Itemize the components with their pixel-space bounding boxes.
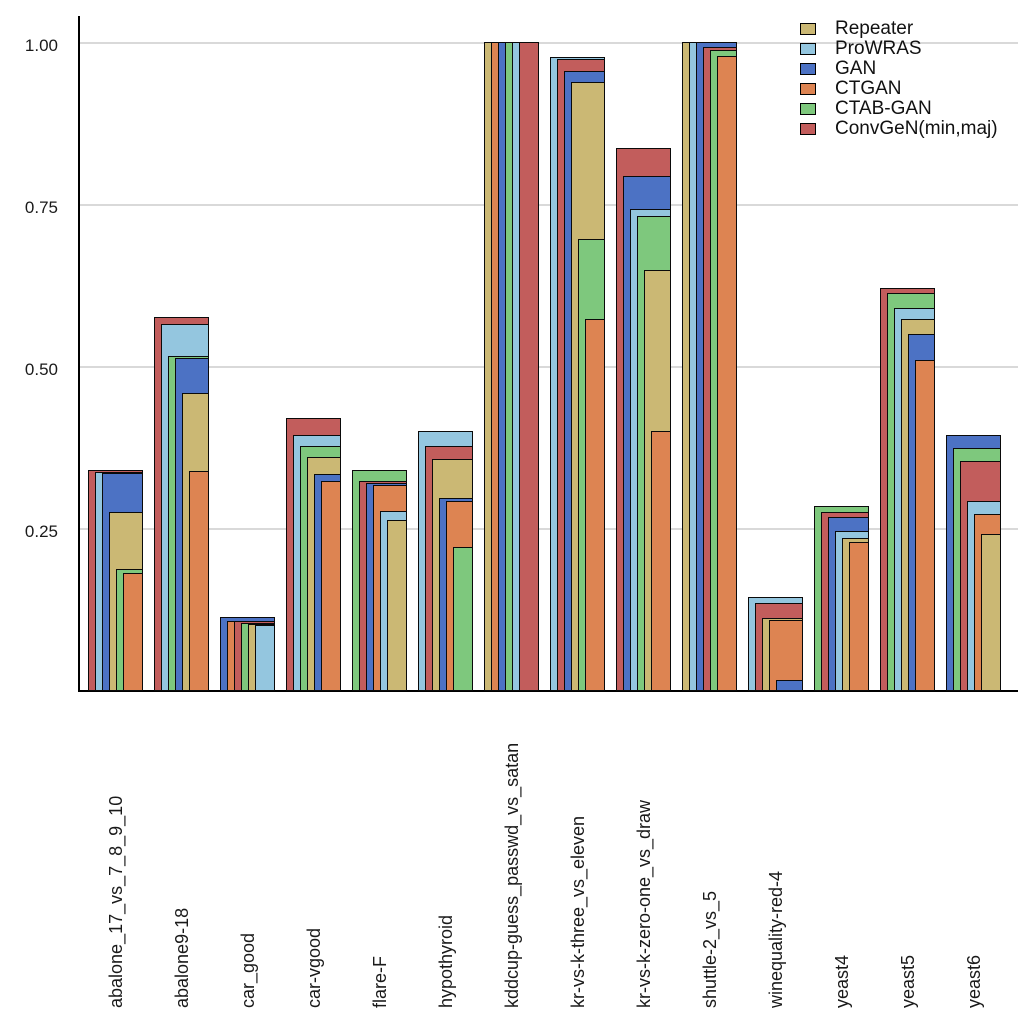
x-tick-label: winequality-red-4 [765,870,786,1008]
x-tick-label: flare-F [369,955,390,1008]
legend-swatch-icon [800,23,816,35]
y-tick-label: 1.00 [24,36,58,55]
y-tick-label: 0.75 [24,198,58,217]
x-tick-label: abalone9-18 [171,907,192,1008]
legend-label: GAN [835,58,877,79]
x-tick-label: kddcup-guess_passwd_vs_satan [501,742,522,1008]
y-tick-label: 0.50 [24,360,58,379]
bar-CTGAN [585,319,605,691]
bar-CTGAN [651,431,671,691]
legend-label: CTAB-GAN [835,98,932,119]
x-tick-label: hypothyroid [435,914,456,1008]
x-axis-line [78,690,1018,692]
gridline [78,204,1018,206]
bar-Repeater [387,520,407,691]
legend-label: ConvGeN(min,maj) [835,118,998,139]
x-tick-label: yeast6 [963,954,984,1008]
legend-item-CTGAN: CTGAN [800,79,998,99]
legend-swatch-icon [800,63,816,75]
bar-CTGAN [321,481,341,691]
legend-swatch-icon [800,83,816,95]
x-tick-label: yeast4 [831,954,852,1008]
x-tick-label: car_good [237,932,258,1008]
gridline [78,366,1018,368]
x-tick-label: yeast5 [897,954,918,1008]
legend-item-GAN: GAN [800,59,998,79]
y-axis-line [78,16,80,692]
bar-Repeater [981,534,1001,691]
bar-CTGAN [769,620,803,691]
gridline [78,528,1018,530]
bar-GAN [776,680,803,691]
legend-item-ProWRAS: ProWRAS [800,39,998,59]
bar-ConvGeN(min,maj) [519,42,539,691]
x-tick-label: kr-vs-k-zero-one_vs_draw [633,799,654,1008]
bar-ProWRAS [255,625,275,691]
x-tick-label: car-vgood [303,927,324,1008]
legend-swatch-icon [800,123,816,135]
legend-swatch-icon [800,43,816,55]
legend-item-Repeater: Repeater [800,19,998,39]
legend-item-ConvGeN(min,maj): ConvGeN(min,maj) [800,119,998,139]
bar-CTGAN [915,360,935,691]
legend: Repeater ProWRAS GAN CTGAN CTAB-GAN ConvGeN(m… [800,19,998,139]
y-tick-label: 0.25 [24,522,58,541]
bar-CTGAN [123,573,143,691]
x-tick-label: abalone_17_vs_7_8_9_10 [105,795,126,1008]
legend-swatch-icon [800,103,816,115]
legend-item-CTAB-GAN: CTAB-GAN [800,99,998,119]
legend-label: CTGAN [835,78,902,99]
legend-label: Repeater [835,18,914,39]
x-tick-label: shuttle-2_vs_5 [699,890,720,1008]
bar-CTGAN [849,542,869,691]
legend-label: ProWRAS [835,38,922,59]
bar-CTGAN [717,56,737,691]
bar-CTAB-GAN [453,547,473,691]
x-tick-label: kr-vs-k-three_vs_eleven [567,815,588,1008]
gridline [78,42,1018,44]
bar-CTGAN [189,471,209,691]
